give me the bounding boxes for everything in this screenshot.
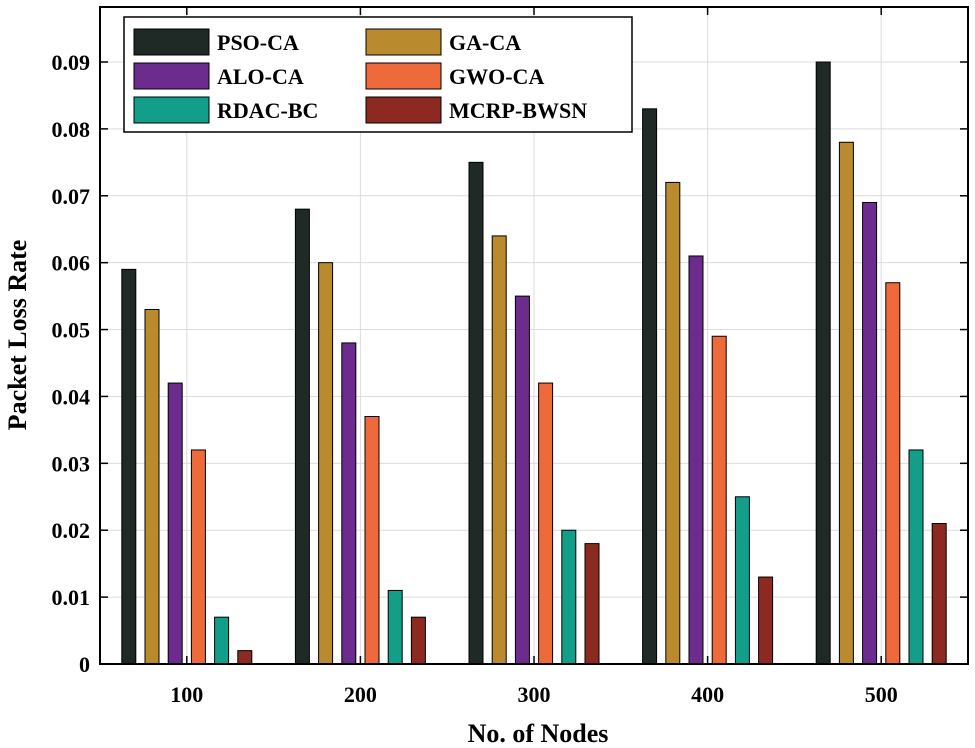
bar-alo-ca <box>688 255 704 665</box>
bar-pso-ca <box>121 268 137 665</box>
bar-gwo-ca <box>538 382 554 665</box>
bar-ga-ca <box>318 262 334 665</box>
legend-swatch-gwo-ca <box>365 62 442 90</box>
bar-mcrp-bwsn <box>237 650 253 665</box>
x-tick-label: 400 <box>691 682 724 707</box>
legend-swatch-pso-ca <box>133 28 210 56</box>
bar-gwo-ca <box>364 416 380 665</box>
y-tick-label: 0.08 <box>52 117 91 142</box>
y-tick-label: 0.01 <box>52 585 91 610</box>
y-tick-label: 0.05 <box>52 318 91 343</box>
legend-label-pso-ca: PSO-CA <box>217 30 299 55</box>
legend-label-mcrp-bwsn: MCRP-BWSN <box>449 98 587 123</box>
y-tick-label: 0 <box>79 652 90 677</box>
y-tick-label: 0.04 <box>52 384 91 409</box>
legend-label-rdac-bc: RDAC-BC <box>217 98 318 123</box>
bar-gwo-ca <box>190 449 206 665</box>
x-tick-label: 200 <box>344 682 377 707</box>
bar-pso-ca <box>294 208 310 665</box>
y-tick-label: 0.07 <box>52 184 91 209</box>
x-tick-label: 100 <box>170 682 203 707</box>
y-tick-label: 0.06 <box>52 251 91 276</box>
bar-gwo-ca <box>885 282 901 665</box>
legend: PSO-CA GA-CA ALO-CA GWO-CA RDAC-BC MCRP-BWSN <box>123 16 633 133</box>
bar-alo-ca <box>862 201 878 665</box>
bar-alo-ca <box>514 295 530 665</box>
legend-swatch-rdac-bc <box>133 96 210 124</box>
y-axis-title: Packet Loss Rate <box>3 240 32 431</box>
bar-ga-ca <box>665 181 681 665</box>
bar-mcrp-bwsn <box>410 616 426 665</box>
legend-swatch-ga-ca <box>365 28 442 56</box>
bar-ga-ca <box>144 308 160 665</box>
bar-ga-ca <box>838 141 854 665</box>
y-tick-label: 0.03 <box>52 451 91 476</box>
x-tick-label: 500 <box>865 682 898 707</box>
bar-rdac-bc <box>908 449 924 665</box>
x-tick-label: 300 <box>518 682 551 707</box>
axis-ticks: 0 0.01 0.02 0.03 0.04 0.05 0.06 0.07 0.08 0.09 100… <box>52 7 968 707</box>
bar-rdac-bc <box>561 529 577 665</box>
legend-swatch-mcrp-bwsn <box>365 96 442 124</box>
bar-alo-ca <box>167 382 183 665</box>
bar-mcrp-bwsn <box>931 523 947 665</box>
legend-swatch-alo-ca <box>133 62 210 90</box>
legend-label-gwo-ca: GWO-CA <box>449 64 544 89</box>
bar-pso-ca <box>642 108 658 665</box>
bar-rdac-bc <box>387 589 403 665</box>
legend-label-ga-ca: GA-CA <box>449 30 521 55</box>
bar-rdac-bc <box>734 496 750 665</box>
bar-mcrp-bwsn <box>584 543 600 665</box>
bar-alo-ca <box>341 342 357 665</box>
y-tick-label: 0.02 <box>52 518 91 543</box>
bar-pso-ca <box>815 61 831 665</box>
legend-label-alo-ca: ALO-CA <box>217 64 304 89</box>
x-axis-title: No. of Nodes <box>468 719 609 748</box>
bar-ga-ca <box>491 235 507 665</box>
bar-gwo-ca <box>711 335 727 665</box>
bar-pso-ca <box>468 161 484 665</box>
bar-mcrp-bwsn <box>758 576 774 665</box>
y-tick-label: 0.09 <box>52 50 91 75</box>
bar-rdac-bc <box>214 616 230 665</box>
